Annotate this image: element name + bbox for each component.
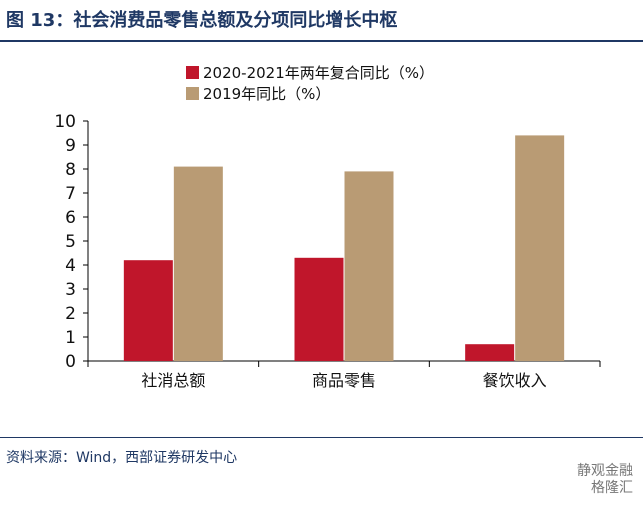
legend-item-series-2: 2019年同比（%） [186, 83, 434, 104]
legend-label-series-1: 2020-2021年两年复合同比（%） [203, 64, 435, 82]
legend-swatch-series-2 [186, 87, 199, 100]
legend-item-series-1: 2020-2021年两年复合同比（%） [186, 62, 434, 83]
figure-title: 图 13：社会消费品零售总额及分项同比增长中枢 [6, 10, 398, 31]
y-tick-label: 10 [54, 112, 76, 132]
y-tick-label: 5 [65, 232, 76, 252]
y-tick-label: 2 [65, 304, 76, 324]
source-divider [0, 437, 643, 438]
y-tick-label: 4 [65, 256, 76, 276]
y-tick-label: 9 [65, 136, 76, 156]
bar-series-2 [515, 135, 565, 361]
y-tick-label: 3 [65, 280, 76, 300]
x-category-label: 商品零售 [312, 371, 376, 390]
bar-series-1 [123, 260, 173, 361]
y-tick-label: 7 [65, 184, 76, 204]
legend-swatch-series-1 [186, 66, 199, 79]
watermark-line-2: 格隆汇 [591, 480, 633, 496]
chart-legend: 2020-2021年两年复合同比（%） 2019年同比（%） [186, 62, 434, 104]
watermark-line-1: 静观金融 [577, 463, 633, 479]
watermark: 静观金融 格隆汇 [577, 463, 633, 497]
bar-series-2 [344, 171, 394, 361]
source-note: 资料来源：Wind，西部证券研发中心 [6, 450, 238, 466]
y-tick-label: 8 [65, 160, 76, 180]
bar-series-1 [465, 344, 515, 361]
y-tick-label: 0 [65, 352, 76, 372]
legend-label-series-2: 2019年同比（%） [203, 85, 331, 103]
y-tick-label: 1 [65, 328, 76, 348]
bar-series-2 [173, 166, 223, 361]
y-tick-label: 6 [65, 208, 76, 228]
bar-series-1 [294, 257, 344, 361]
title-divider [0, 40, 643, 42]
x-category-label: 餐饮收入 [483, 371, 547, 390]
x-category-label: 社消总额 [141, 371, 205, 390]
